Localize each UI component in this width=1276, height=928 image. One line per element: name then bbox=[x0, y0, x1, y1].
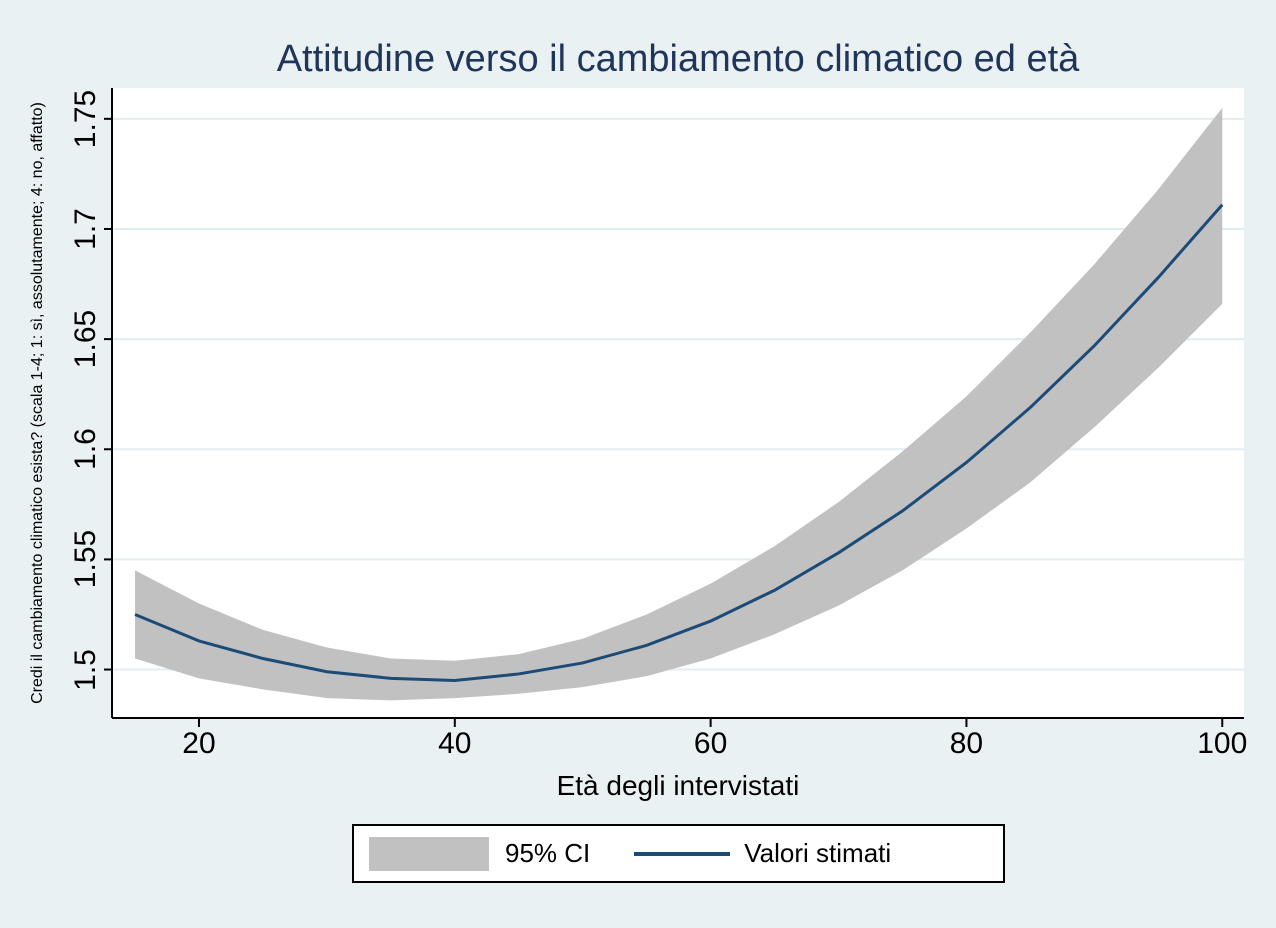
y-tick-label: 1.55 bbox=[69, 530, 102, 589]
chart-title: Attitudine verso il cambiamento climatic… bbox=[276, 38, 1080, 80]
x-tick-label: 60 bbox=[693, 727, 728, 760]
x-tick-label: 20 bbox=[182, 727, 216, 760]
legend-ci-swatch bbox=[369, 836, 489, 871]
x-tick-label: 40 bbox=[438, 727, 472, 760]
legend-line-swatch bbox=[634, 851, 731, 856]
y-tick-label: 1.5 bbox=[69, 648, 102, 691]
ci-band bbox=[135, 107, 1223, 701]
legend-line-label: Valori stimati bbox=[744, 838, 892, 868]
y-tick-label: 1.7 bbox=[69, 208, 102, 250]
fit-line bbox=[134, 203, 1224, 683]
x-axis-title: Età degli intervistati bbox=[556, 770, 800, 801]
x-tick-label: 100 bbox=[1197, 727, 1248, 760]
y-tick-label: 1.65 bbox=[69, 309, 102, 369]
x-tick-label: 80 bbox=[949, 727, 984, 760]
y-tick-label: 1.6 bbox=[69, 428, 102, 471]
y-axis-title: Credi il cambiamento climatico esista? (… bbox=[29, 102, 46, 704]
y-tick-label: 1.75 bbox=[69, 89, 102, 149]
legend-ci-label: 95% CI bbox=[505, 838, 591, 868]
legend: 95% CI Valori stimati bbox=[352, 824, 1005, 883]
